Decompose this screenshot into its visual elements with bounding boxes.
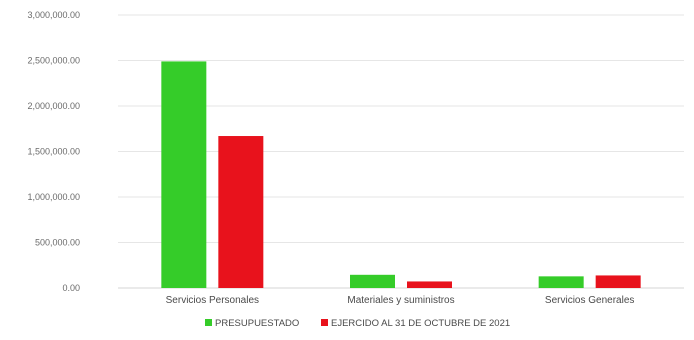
legend-swatch — [321, 319, 328, 326]
bar-presupuestado — [350, 274, 395, 288]
y-tick-label: 1,000,000.00 — [27, 192, 80, 202]
y-tick-label: 3,000,000.00 — [27, 10, 80, 20]
x-category-label: Materiales y suministros — [347, 295, 454, 306]
bar-ejercido — [218, 136, 264, 288]
y-tick-label: 0.00 — [62, 283, 80, 293]
y-tick-label: 2,500,000.00 — [27, 56, 80, 66]
bar-ejercido — [407, 281, 452, 288]
bar-ejercido — [595, 275, 641, 288]
bar-presupuestado — [161, 61, 207, 288]
legend-swatch — [205, 319, 212, 326]
x-category-label: Servicios Generales — [545, 295, 634, 306]
legend-label: PRESUPUESTADO — [215, 318, 299, 329]
legend-label: EJERCIDO AL 31 DE OCTUBRE DE 2021 — [331, 318, 510, 329]
bar-presupuestado — [538, 276, 584, 288]
y-tick-label: 2,000,000.00 — [27, 101, 80, 111]
y-tick-label: 500,000.00 — [35, 238, 80, 248]
x-category-label: Servicios Personales — [166, 295, 259, 306]
y-tick-label: 1,500,000.00 — [27, 147, 80, 157]
